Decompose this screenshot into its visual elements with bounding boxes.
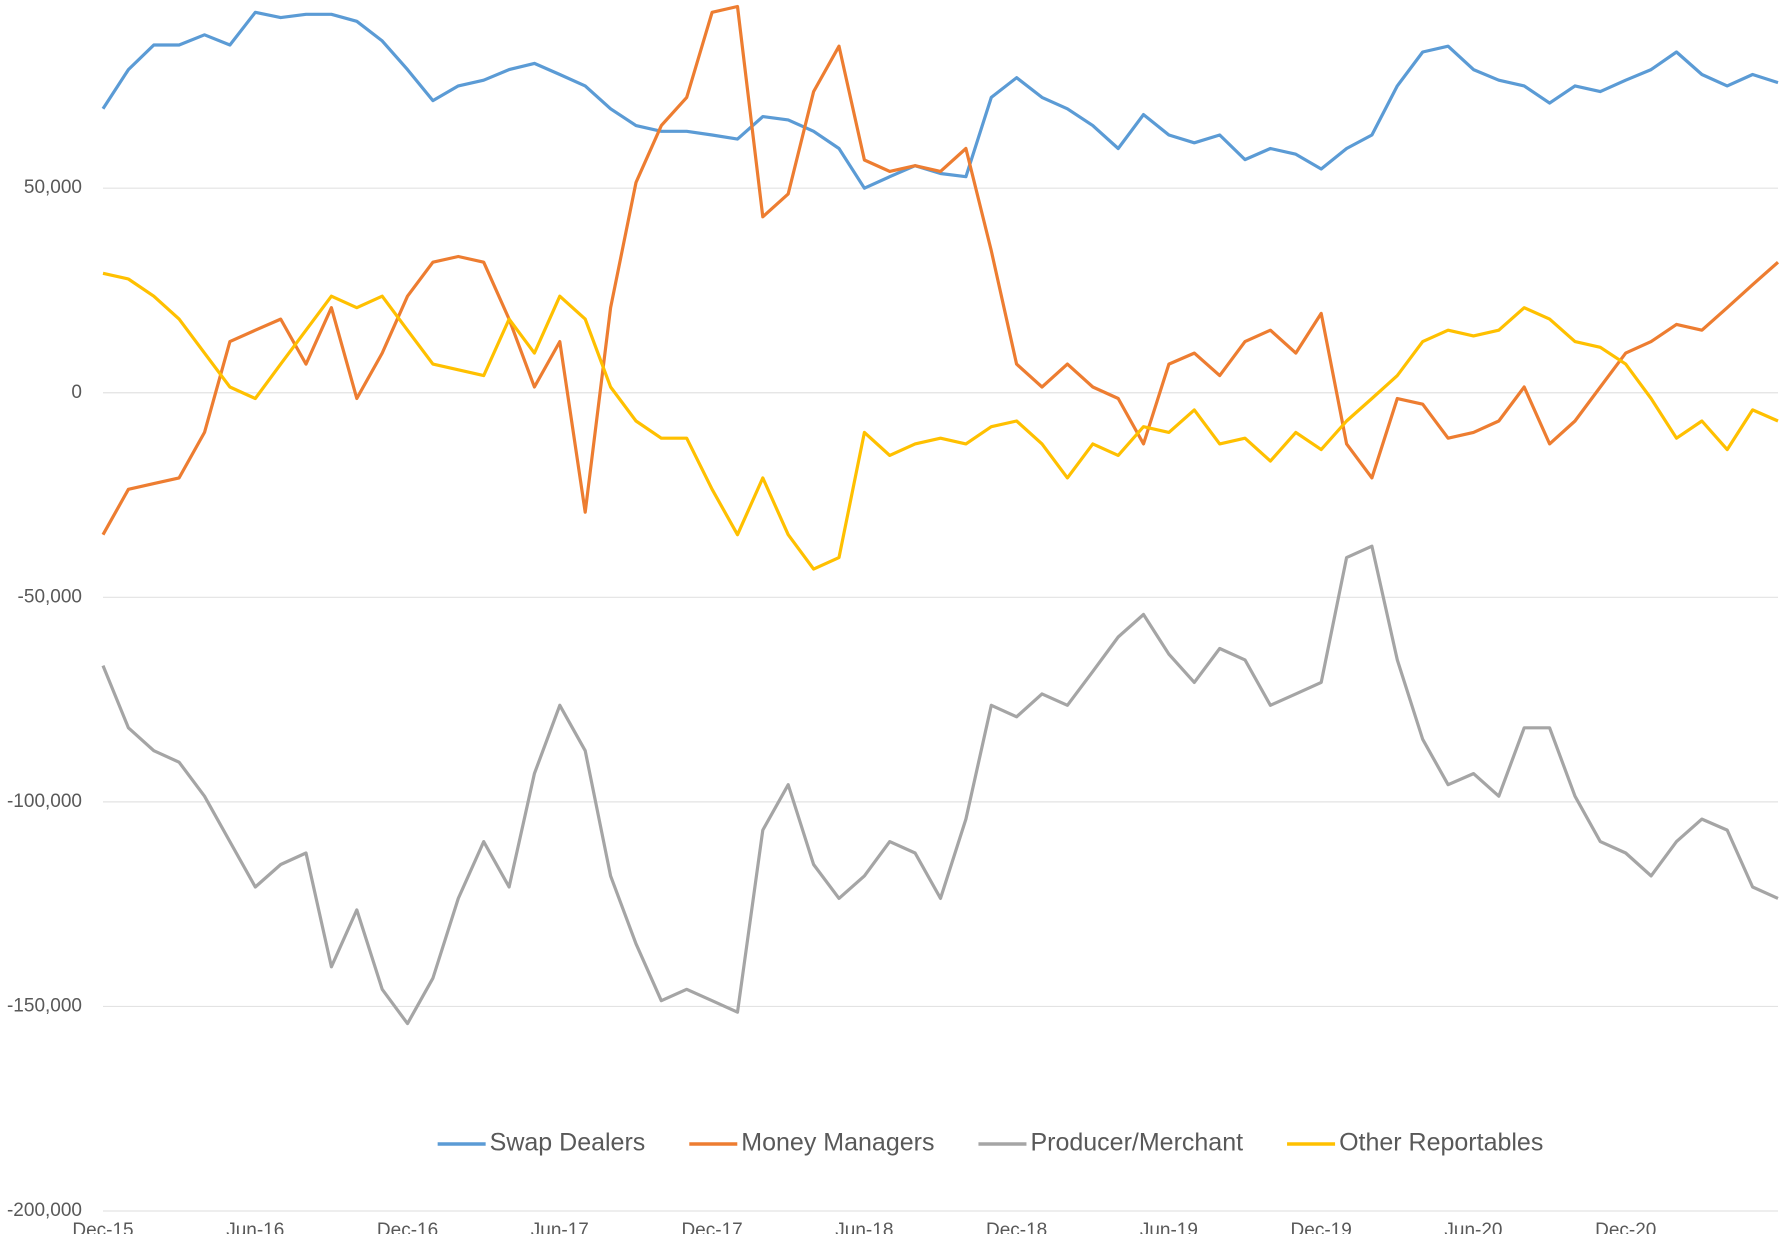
y-tick-label: 0	[71, 382, 82, 403]
legend-label: Swap Dealers	[490, 1129, 646, 1157]
series-line	[101, 544, 1779, 1026]
x-tick-label: Dec-15	[72, 1220, 133, 1234]
x-tick-label: Dec-20	[1595, 1220, 1656, 1234]
series-line	[102, 271, 1779, 571]
y-tick-label: -50,000	[18, 586, 82, 607]
x-tick-label: Jun-18	[835, 1220, 893, 1234]
x-tick-label: Dec-18	[986, 1220, 1047, 1234]
y-tick-label: -200,000	[7, 1200, 82, 1221]
y-tick-label: 50,000	[24, 177, 82, 198]
x-tick-label: Dec-19	[1291, 1220, 1352, 1234]
x-tick-label: Dec-17	[681, 1220, 742, 1234]
series-line	[101, 4, 1780, 536]
x-tick-label: Jun-19	[1140, 1220, 1198, 1234]
x-tick-label: Dec-16	[377, 1220, 438, 1234]
y-tick-label: -100,000	[7, 791, 82, 812]
y-tick-label: -150,000	[7, 995, 82, 1016]
legend: Swap Dealers Money Managers Producer/Merch…	[437, 1129, 1543, 1157]
legend-label: Other Reportables	[1339, 1129, 1543, 1157]
x-tick-label: Jun-20	[1444, 1220, 1502, 1234]
x-tick-label: Jun-16	[226, 1220, 284, 1234]
legend-label: Money Managers	[741, 1129, 934, 1157]
legend-label: Producer/Merchant	[1030, 1129, 1243, 1157]
series-line	[101, 10, 1779, 190]
x-tick-label: Jun-17	[531, 1220, 589, 1234]
